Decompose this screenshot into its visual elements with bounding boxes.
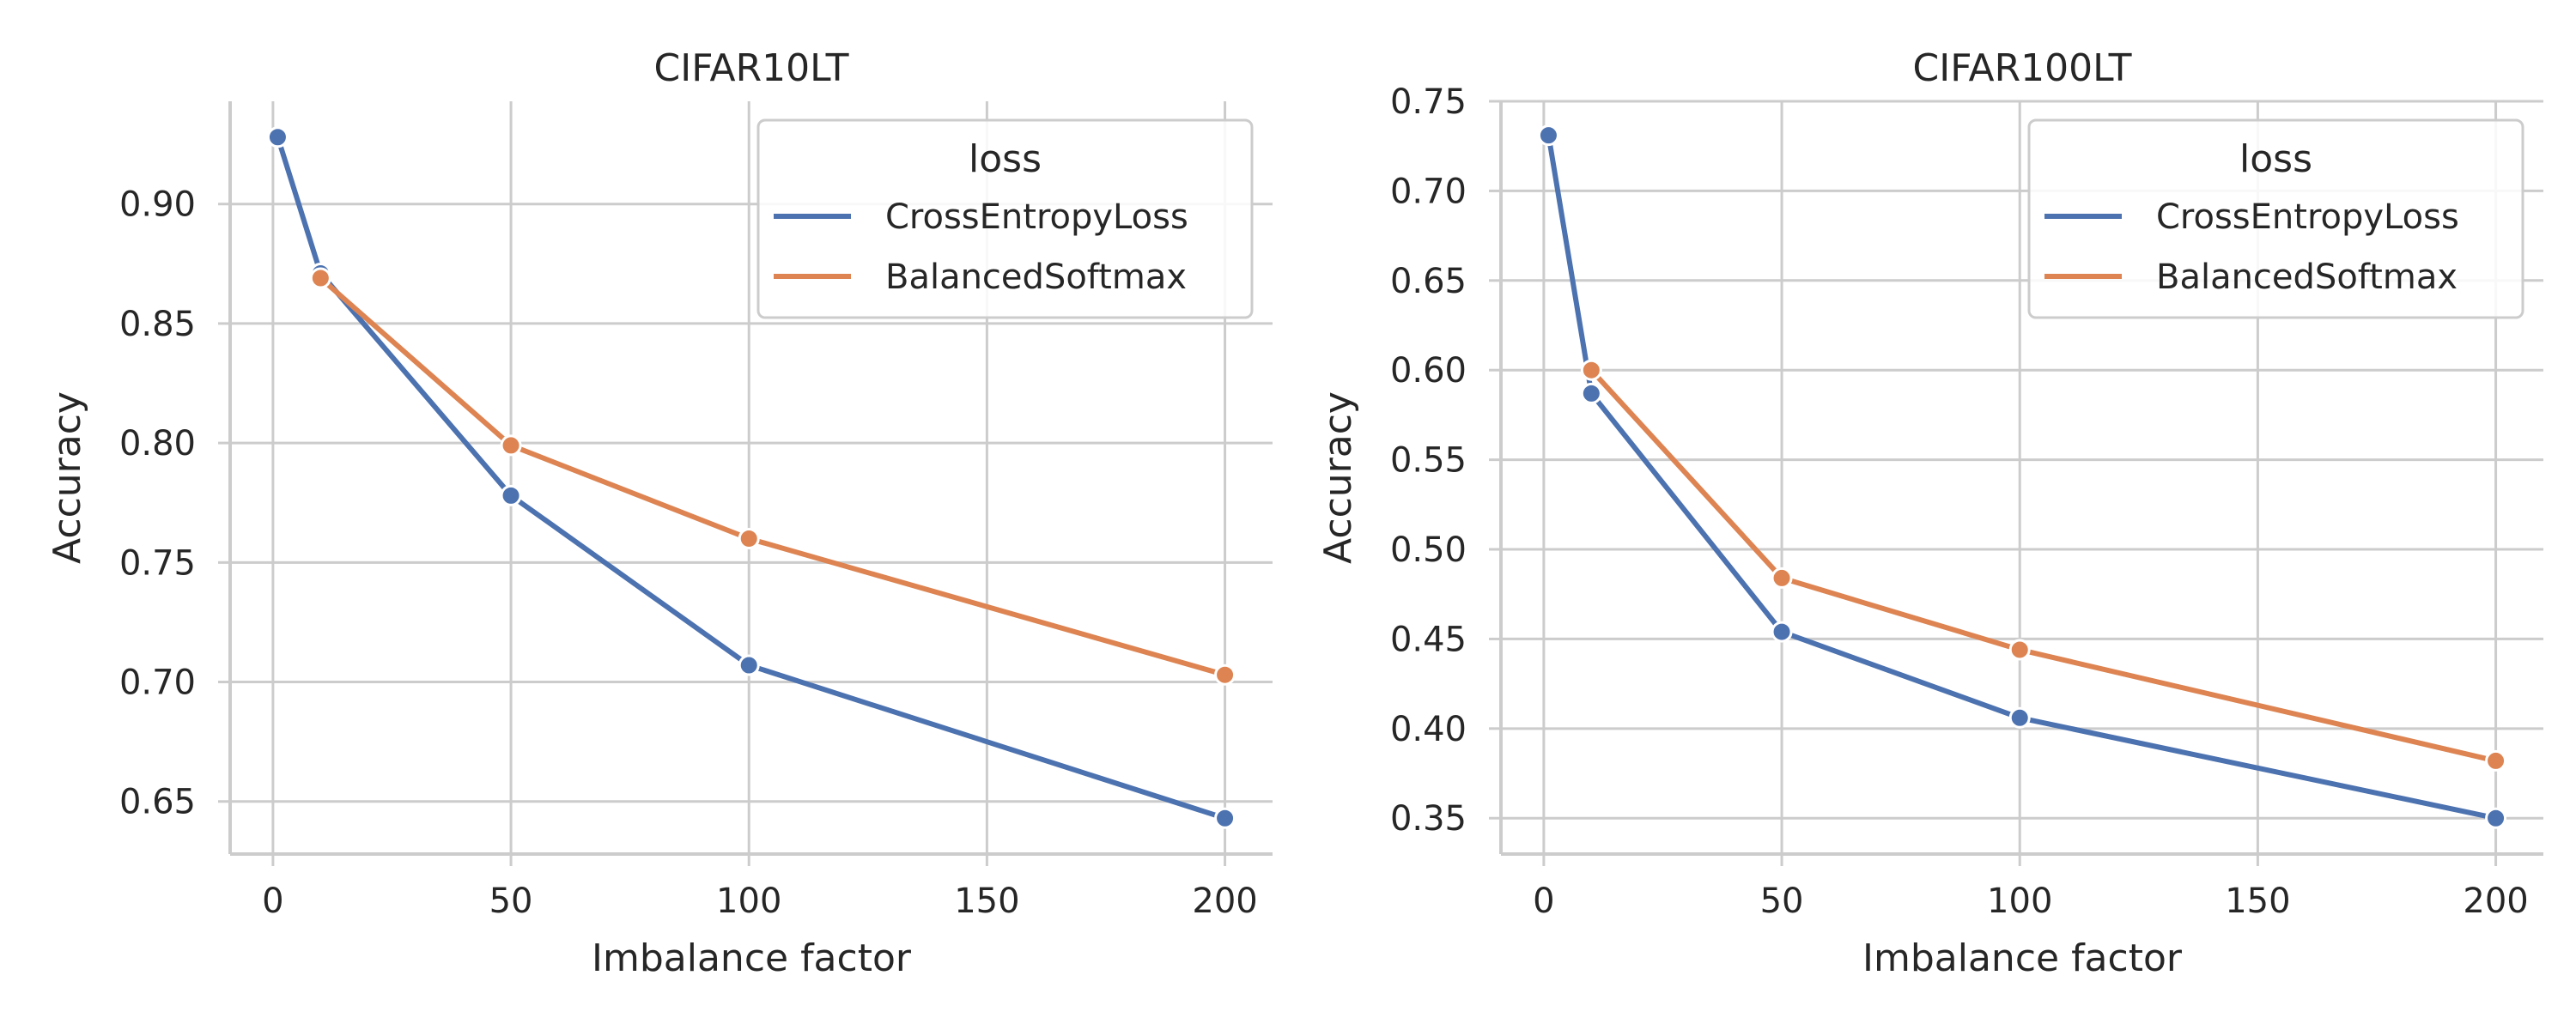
series-line [318, 276, 1228, 678]
legend-label: CrossEntropyLoss [885, 197, 1188, 237]
right-series-0 [1537, 124, 2507, 829]
right-chart-title: CIFAR100LT [1913, 46, 2132, 90]
series-point [2485, 749, 2507, 772]
left-legend: loss CrossEntropyLoss BalancedSoftmax [756, 118, 1254, 319]
y-tick-label: 0.70 [1390, 172, 1467, 211]
series-line [1589, 367, 2499, 764]
legend-box [2027, 118, 2524, 319]
legend-label: CrossEntropyLoss [2156, 197, 2459, 237]
right-x-axis-label: Imbalance factor [1862, 936, 2183, 980]
series-point [1580, 382, 1602, 404]
y-tick-label: 0.75 [1390, 82, 1467, 122]
legend-title: loss [969, 137, 1042, 181]
y-tick-label: 0.70 [119, 663, 196, 703]
y-tick-label: 0.40 [1390, 710, 1467, 749]
y-tick-label: 0.35 [1390, 799, 1467, 839]
y-tick-label: 0.60 [1390, 351, 1467, 391]
x-tick-label: 50 [489, 882, 533, 921]
x-tick-label: 200 [1192, 882, 1257, 921]
x-tick-label: 150 [954, 882, 1019, 921]
right-y-axis-label: Accuracy [1316, 391, 1360, 564]
y-tick-label: 0.80 [119, 424, 196, 464]
x-tick-label: 0 [262, 882, 283, 921]
x-tick-label: 150 [2225, 882, 2290, 921]
right-gridlines [1501, 100, 2543, 854]
series-point [2485, 807, 2507, 829]
right-legend: loss CrossEntropyLoss BalancedSoftmax [2027, 118, 2524, 319]
legend-box [756, 118, 1254, 319]
series-point [1214, 663, 1236, 686]
right-chart-panel: 0 50 100 150 200 0.35 0.40 0.45 0.50 0.55 0.60 0.65… [1316, 46, 2543, 980]
series-point [2008, 706, 2031, 729]
series-point [1771, 621, 1793, 643]
left-chart-panel: 0 50 100 150 200 0.65 0.70 0.75 0.80 0.85 0.90 CIFA… [46, 46, 1273, 980]
series-point [1580, 359, 1602, 381]
left-gridlines [230, 101, 1273, 854]
y-tick-label: 0.50 [1390, 530, 1467, 570]
x-tick-label: 100 [1987, 882, 2052, 921]
series-point [266, 126, 289, 148]
series-point [738, 527, 760, 549]
x-tick-label: 100 [716, 882, 781, 921]
left-y-axis-label: Accuracy [46, 391, 89, 564]
series-point [500, 484, 522, 506]
y-tick-label: 0.90 [119, 185, 196, 225]
legend-label: BalancedSoftmax [885, 258, 1187, 297]
y-tick-label: 0.45 [1390, 620, 1467, 659]
left-series-1 [309, 267, 1236, 686]
left-chart-title: CIFAR10LT [654, 46, 849, 90]
x-tick-label: 50 [1760, 882, 1804, 921]
y-tick-label: 0.55 [1390, 441, 1467, 481]
legend-label: BalancedSoftmax [2156, 258, 2458, 297]
right-series-1 [1580, 359, 2507, 772]
series-point [309, 267, 331, 289]
series-point [500, 434, 522, 457]
series-point [2008, 639, 2031, 661]
x-tick-label: 200 [2463, 882, 2528, 921]
y-tick-label: 0.65 [1390, 262, 1467, 301]
legend-title: loss [2239, 137, 2312, 181]
left-x-axis-label: Imbalance factor [592, 936, 912, 980]
x-tick-label: 0 [1533, 882, 1554, 921]
series-point [738, 654, 760, 676]
series-point [1771, 566, 1793, 589]
y-tick-label: 0.65 [119, 783, 196, 822]
y-tick-label: 0.75 [119, 543, 196, 583]
series-point [1214, 807, 1236, 829]
series-point [1537, 124, 1559, 147]
y-tick-label: 0.85 [119, 305, 196, 344]
